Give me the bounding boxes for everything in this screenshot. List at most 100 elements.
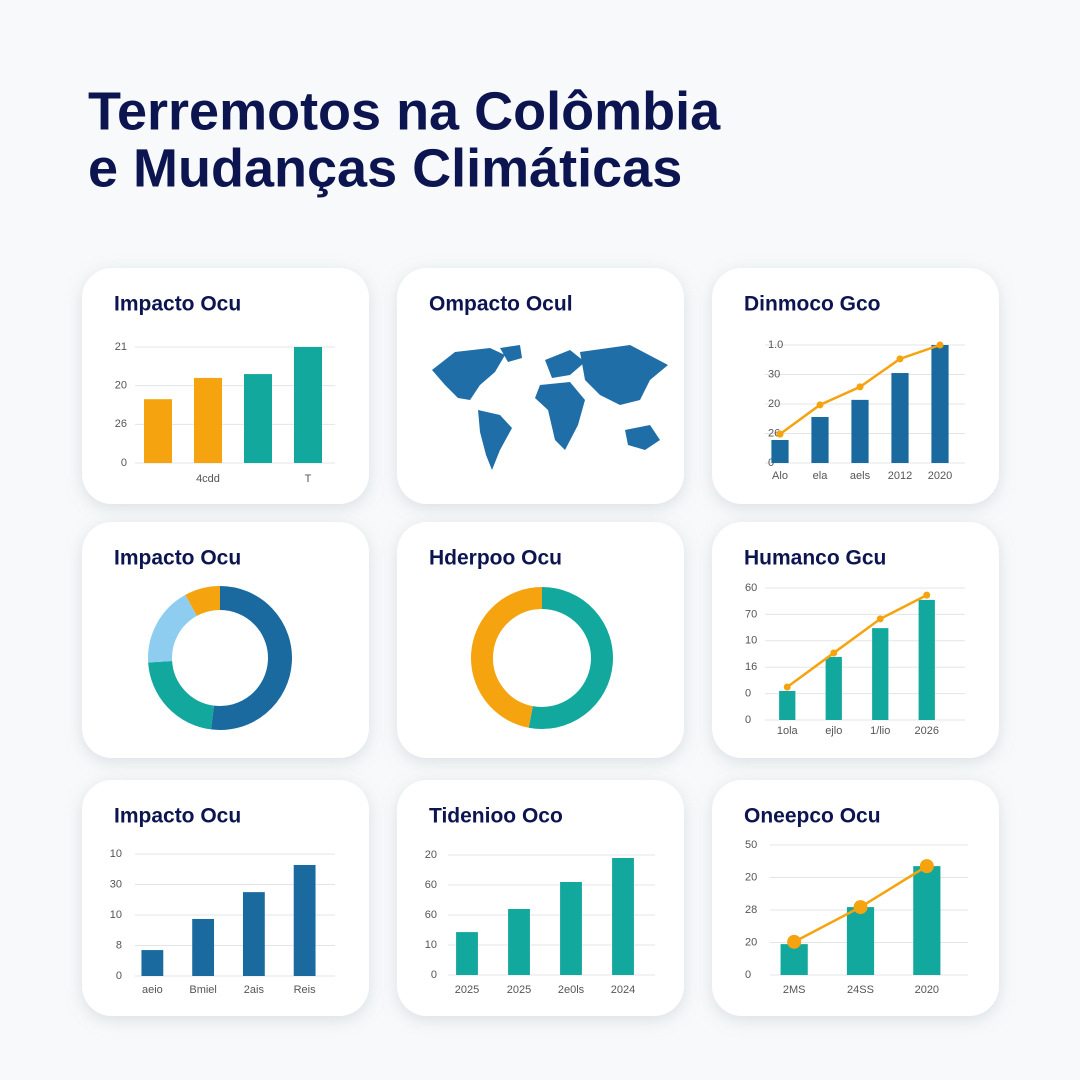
- y-tick-label: 20: [745, 936, 757, 948]
- cards: Impacto Ocu 0 26 20 21 4cdd T Ompacto Ocul Dinmo…: [82, 268, 999, 1016]
- x-tick-label: aels: [850, 470, 871, 482]
- bar: [779, 690, 796, 720]
- y-tick-label: 60: [425, 909, 437, 921]
- y-tick-label: 60: [425, 879, 437, 891]
- continent: [432, 348, 505, 400]
- y-tick-label: 26: [115, 418, 127, 430]
- x-tick-label: 2ais: [244, 984, 265, 996]
- x-tick-label: 1/lio: [870, 725, 890, 737]
- y-tick-label: 28: [745, 904, 757, 916]
- y-tick-label: 8: [116, 939, 122, 951]
- y-tick-label: 10: [110, 909, 122, 921]
- x-tick-label: aeio: [142, 984, 163, 996]
- y-tick-label: 50: [745, 839, 757, 851]
- y-tick-label: 0: [745, 688, 751, 700]
- continent: [625, 425, 660, 450]
- y-tick-label: 0: [768, 457, 774, 469]
- bar: [872, 628, 889, 720]
- line-point: [830, 649, 838, 657]
- y-tick-label: 20: [425, 849, 437, 861]
- bar: [918, 599, 935, 720]
- x-tick-label: T: [305, 473, 312, 485]
- continent: [580, 345, 668, 405]
- card-title: Ompacto Ocul: [429, 293, 573, 316]
- donut-segment: [148, 594, 198, 663]
- y-tick-label: 30: [768, 368, 780, 380]
- bar: [456, 932, 478, 975]
- x-tick-label: Reis: [294, 984, 317, 996]
- bar: [192, 918, 215, 976]
- y-tick-label: 0: [121, 457, 127, 469]
- donut-segment: [210, 586, 292, 730]
- x-tick-label: 2MS: [783, 984, 806, 996]
- y-tick-label: 1.0: [768, 339, 783, 351]
- x-tick-label: ejlo: [825, 725, 842, 737]
- y-tick-label: 20: [115, 380, 127, 392]
- bar: [508, 909, 530, 975]
- x-tick-label: 2026: [915, 725, 939, 737]
- card-title: Humanco Gcu: [744, 547, 886, 570]
- y-tick-label: 21: [115, 341, 127, 353]
- continent: [478, 410, 512, 470]
- bar: [612, 858, 634, 975]
- bar: [846, 907, 875, 975]
- card-title: Impacto Ocu: [114, 805, 241, 828]
- y-tick-label: 30: [110, 878, 122, 890]
- line-point: [776, 430, 784, 438]
- y-tick-label: 10: [425, 939, 437, 951]
- bar: [144, 399, 172, 463]
- bar: [780, 944, 808, 975]
- bar: [294, 347, 322, 463]
- y-tick-label: 10: [745, 635, 757, 647]
- card-title: Dinmoco Gco: [744, 293, 881, 316]
- x-tick-label: 1ola: [777, 725, 799, 737]
- bar: [560, 882, 582, 975]
- continent: [500, 345, 522, 362]
- bar: [141, 950, 164, 976]
- donut-segment: [471, 587, 543, 728]
- page-title: Terremotos na Colômbia: [88, 81, 721, 141]
- x-tick-label: 2025: [455, 984, 479, 996]
- y-tick-label: 70: [745, 608, 757, 620]
- bar: [293, 864, 316, 976]
- x-tick-label: 2025: [507, 984, 531, 996]
- bar: [242, 892, 265, 976]
- x-tick-label: 24SS: [847, 984, 874, 996]
- y-tick-label: 20: [745, 871, 757, 883]
- donut-segment: [185, 586, 221, 617]
- y-tick-label: 0: [745, 714, 751, 726]
- bar: [931, 345, 949, 463]
- bar: [913, 866, 941, 975]
- line: [786, 594, 928, 689]
- y-tick-label: 0: [745, 969, 751, 981]
- y-tick-label: 60: [745, 582, 757, 594]
- x-tick-label: ela: [813, 470, 829, 482]
- x-tick-label: 2024: [611, 984, 635, 996]
- card-title: Tidenioo Oco: [429, 805, 563, 828]
- line-point: [816, 401, 824, 409]
- bar: [244, 374, 272, 463]
- card: [397, 522, 684, 758]
- line-point: [876, 615, 884, 623]
- bar: [891, 373, 909, 463]
- y-tick-label: 10: [110, 848, 122, 860]
- card-title: Impacto Ocu: [114, 547, 241, 570]
- line-point: [896, 355, 904, 363]
- x-tick-label: 2020: [928, 470, 952, 482]
- continent: [535, 382, 585, 450]
- line-point: [919, 859, 934, 874]
- y-tick-label: 26: [768, 427, 780, 439]
- x-tick-label: 4cdd: [196, 473, 220, 485]
- x-tick-label: Alo: [772, 470, 788, 482]
- donut-segment: [528, 587, 613, 729]
- donut-segment: [148, 660, 215, 730]
- line-point: [787, 934, 802, 949]
- world-map: [432, 345, 668, 470]
- y-tick-label: 20: [768, 398, 780, 410]
- bar: [851, 399, 869, 463]
- card: [82, 522, 369, 758]
- line-point: [936, 341, 944, 349]
- line-point: [853, 900, 868, 915]
- x-tick-label: 2020: [915, 984, 939, 996]
